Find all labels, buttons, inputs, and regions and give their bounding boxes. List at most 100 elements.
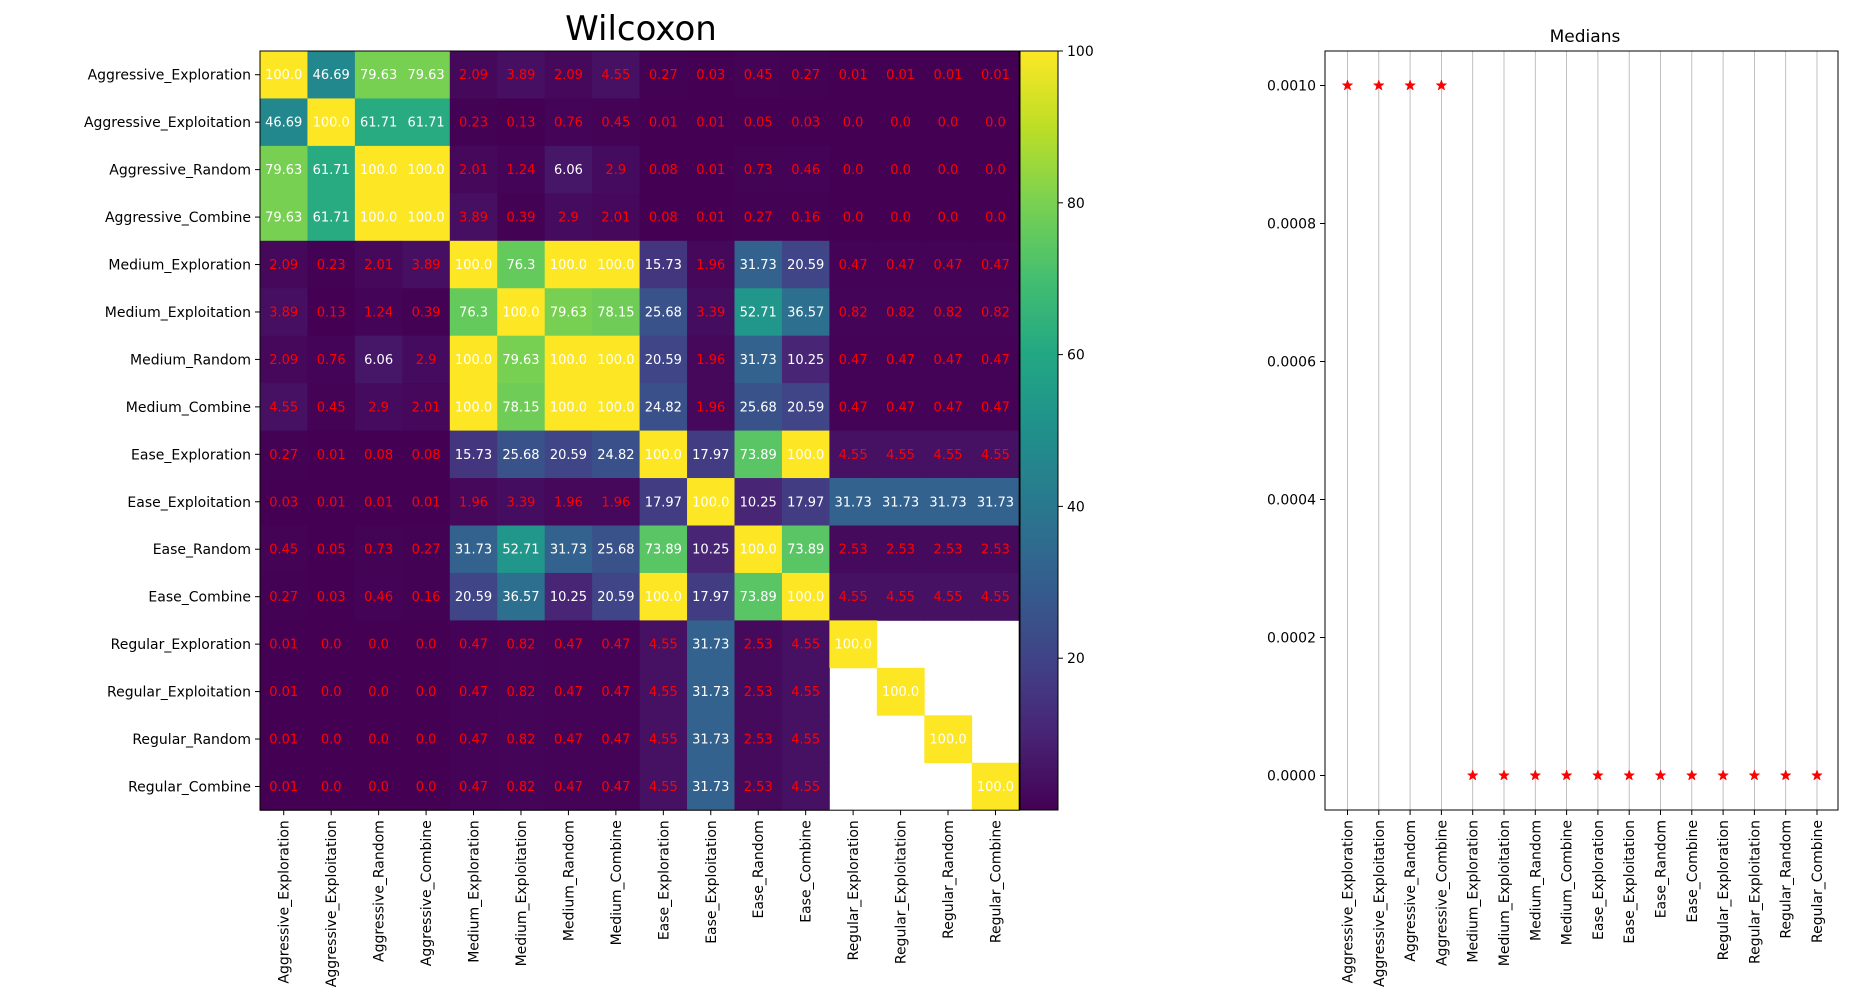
heatmap-cell — [354, 51, 403, 99]
cell-value-label: 0.82 — [506, 780, 535, 795]
cell-value-label: 1.24 — [364, 305, 393, 320]
heatmap-cell — [924, 478, 973, 526]
heatmap-cell — [592, 240, 640, 289]
cell-value-label: 0.0 — [368, 733, 389, 748]
heatmap-cell — [639, 335, 688, 384]
colorbar-tick-label: 20 — [1067, 651, 1085, 667]
cell-value-label: 36.57 — [787, 305, 824, 320]
cell-value-label: 20.59 — [550, 448, 587, 463]
cell-value-label: 0.46 — [791, 163, 820, 178]
cell-value-label: 2.53 — [744, 638, 773, 653]
cell-value-label: 0.0 — [985, 211, 1006, 226]
heatmap-cell — [354, 335, 403, 384]
heatmap-cell — [687, 430, 735, 479]
heatmap-cell — [449, 430, 498, 479]
cell-value-label: 24.82 — [645, 400, 682, 415]
heatmap-cell — [876, 193, 925, 242]
medians-x-tick-label: Medium_Combine — [1560, 820, 1576, 945]
heatmap-cell — [687, 762, 735, 811]
heatmap-cell — [971, 145, 1020, 194]
heatmap-cell — [829, 620, 878, 669]
heatmap-cell — [307, 335, 356, 384]
heatmap-cell — [971, 51, 1020, 99]
heatmap-cell — [687, 51, 735, 99]
heatmap-cell — [592, 145, 640, 194]
median-star-marker — [1779, 769, 1792, 781]
medians-y-tick-label: 0.0008 — [1267, 217, 1316, 233]
heatmap-cell — [781, 525, 830, 574]
heatmap-cell — [497, 193, 546, 242]
heatmap-cell — [924, 288, 973, 337]
heatmap-cell — [639, 762, 688, 811]
cell-value-label: 0.0 — [938, 163, 959, 178]
heatmap-cell — [687, 145, 735, 194]
cell-value-label: 100.0 — [597, 258, 634, 273]
cell-value-label: 2.53 — [886, 543, 915, 558]
cell-value-label: 0.13 — [317, 305, 346, 320]
heatmap-cell — [924, 193, 973, 242]
x-tick-label: Regular_Exploration — [846, 820, 862, 960]
heatmap-cell — [971, 240, 1020, 289]
cell-value-label: 25.68 — [597, 543, 634, 558]
heatmap-cell — [924, 335, 973, 384]
cell-value-label: 1.96 — [696, 353, 725, 368]
cell-value-label: 20.59 — [597, 590, 634, 605]
heatmap-cell — [924, 430, 973, 479]
heatmap-cell — [592, 335, 640, 384]
median-star-marker — [1591, 769, 1604, 781]
cell-value-label: 79.63 — [407, 68, 444, 83]
cell-value-label: 0.47 — [601, 780, 630, 795]
cell-value-label: 31.73 — [740, 353, 777, 368]
heatmap-cell — [687, 288, 735, 337]
heatmap-cell — [971, 383, 1020, 431]
heatmap-cell — [734, 478, 783, 526]
heatmap-cell — [971, 193, 1020, 242]
cell-value-label: 0.39 — [506, 211, 535, 226]
cell-value-label: 2.01 — [364, 258, 393, 273]
cell-value-label: 0.47 — [554, 733, 583, 748]
heatmap-cell — [734, 620, 783, 669]
cell-value-label: 100.0 — [882, 685, 919, 700]
cell-value-label: 100.0 — [550, 400, 587, 415]
heatmap-cell — [687, 193, 735, 242]
heatmap-cell — [924, 383, 973, 431]
cell-value-label: 0.0 — [321, 638, 342, 653]
medians-x-tick-label: Ease_Combine — [1685, 820, 1701, 923]
cell-value-label: 4.55 — [934, 448, 963, 463]
heatmap-cell — [687, 98, 735, 147]
heatmap-cell — [781, 430, 830, 479]
heatmap-cell — [449, 715, 498, 764]
cell-value-label: 0.0 — [368, 638, 389, 653]
heatmap-cell — [734, 572, 783, 621]
heatmap-cell — [402, 667, 451, 716]
heatmap-cell — [781, 288, 830, 337]
x-tick-label: Aggressive_Exploitation — [324, 820, 340, 987]
cell-value-label: 4.55 — [886, 448, 915, 463]
cell-value-label: 0.82 — [506, 638, 535, 653]
heatmap-cell — [639, 478, 688, 526]
heatmap-cell — [544, 478, 593, 526]
cell-value-label: 100.0 — [929, 733, 966, 748]
cell-value-label: 2.53 — [744, 685, 773, 700]
median-star-marker — [1341, 79, 1354, 91]
cell-value-label: 2.53 — [839, 543, 868, 558]
heatmap-cell — [592, 51, 640, 99]
colorbar-tick-label: 40 — [1067, 499, 1085, 515]
cell-value-label: 2.01 — [412, 400, 441, 415]
medians-y-tick-label: 0.0006 — [1267, 355, 1316, 371]
cell-value-label: 0.01 — [269, 685, 298, 700]
y-tick-label: Aggressive_Exploitation — [84, 115, 251, 131]
x-tick-label: Aggressive_Exploration — [277, 820, 293, 983]
heatmap-cell — [876, 667, 925, 716]
medians-x-tick-label: Aggressive_Exploration — [1341, 820, 1357, 983]
medians-x-tick-label: Ease_Exploitation — [1622, 820, 1638, 944]
cell-value-label: 100.0 — [597, 400, 634, 415]
heatmap-cell — [449, 51, 498, 99]
cell-value-label: 4.55 — [981, 590, 1010, 605]
cell-value-label: 20.59 — [787, 400, 824, 415]
heatmap-cell — [497, 525, 546, 574]
heatmap-cell — [781, 572, 830, 621]
cell-value-label: 4.55 — [601, 68, 630, 83]
cell-value-label: 4.55 — [886, 590, 915, 605]
cell-value-label: 2.53 — [934, 543, 963, 558]
